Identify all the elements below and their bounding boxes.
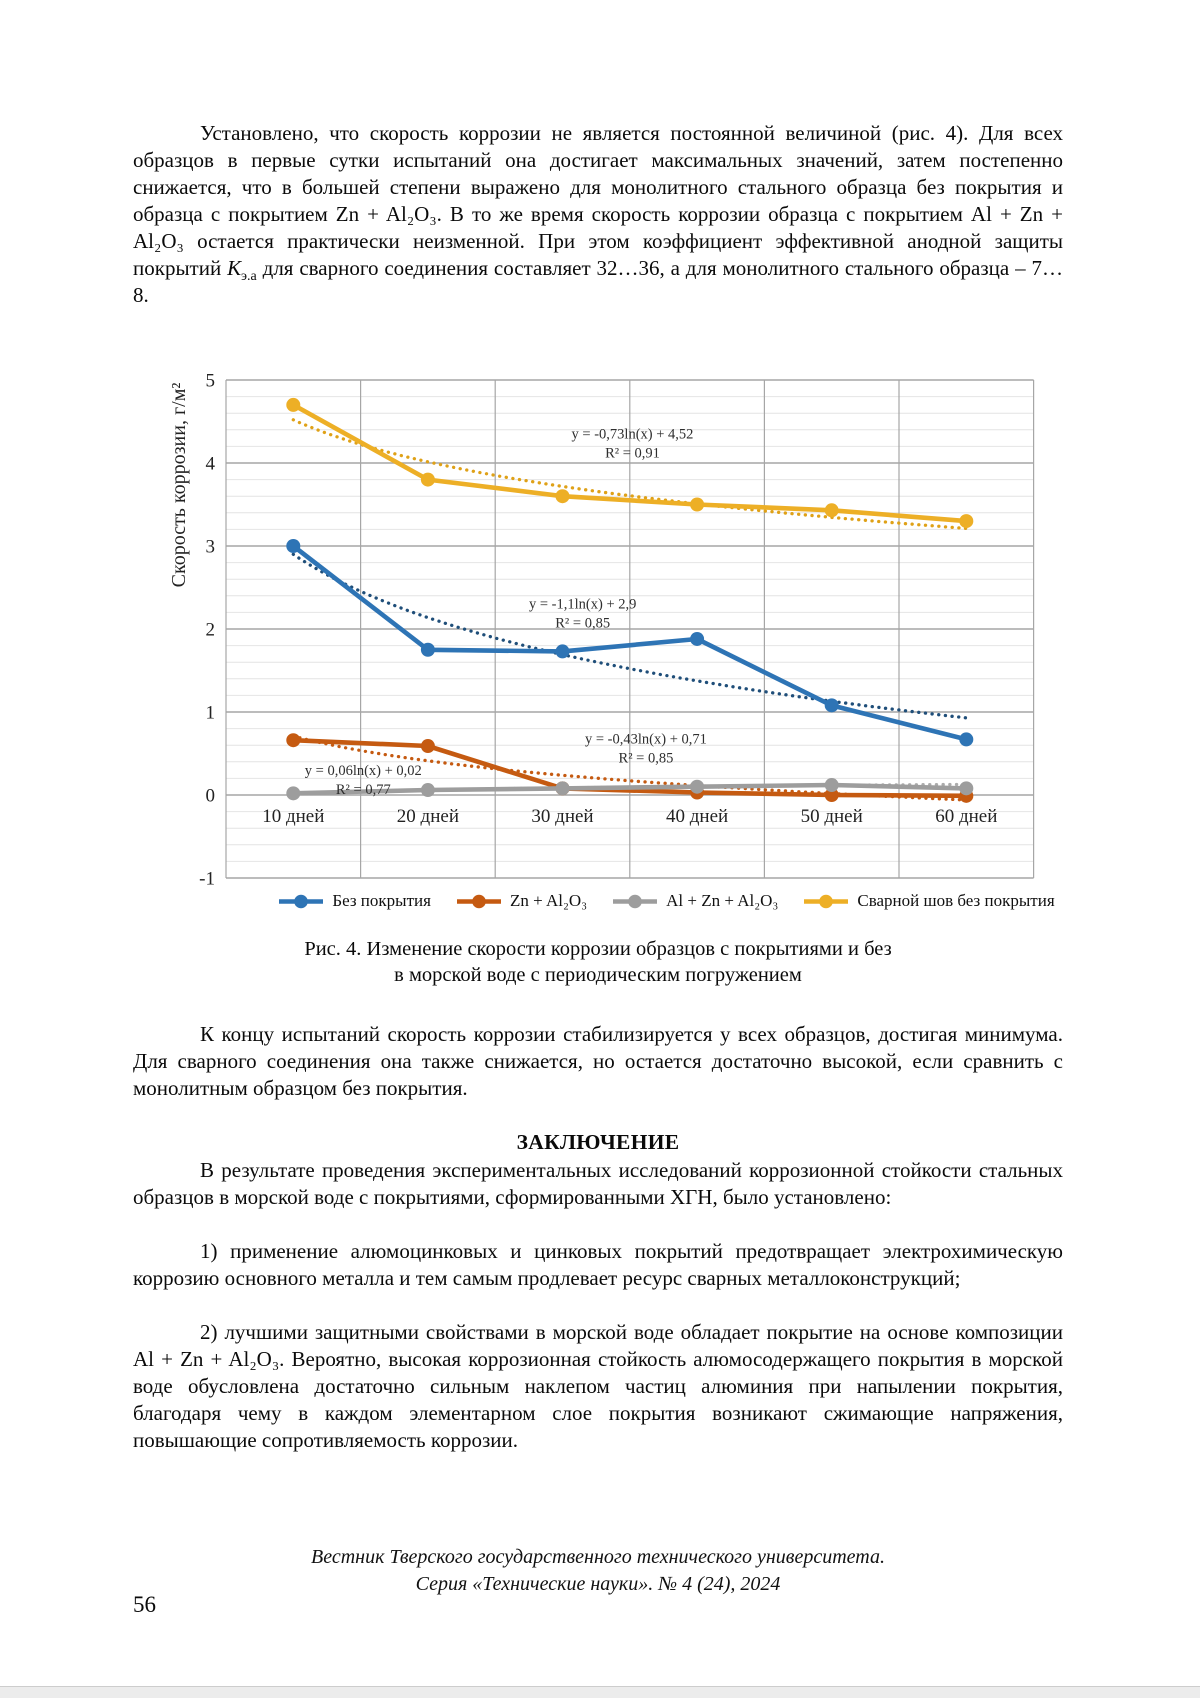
coefficient-subscript: э.а (241, 269, 257, 285)
conclusion-item-1: 1) применение алюмоцинковых и цинковых п… (133, 1239, 1063, 1290)
trendline-r-squared: R² = 0,85 (619, 751, 674, 767)
data-point (824, 503, 839, 518)
series-line (291, 737, 969, 799)
page-number: 56 (133, 1592, 156, 1617)
data-point (286, 539, 301, 553)
data-point (959, 781, 974, 796)
page-bottom-edge (0, 1686, 1200, 1698)
legend-label: Без покрытия (332, 891, 431, 910)
data-point (555, 644, 570, 659)
coefficient-symbol: К (227, 256, 242, 280)
legend-label: Zn + Al₂O₃ (509, 891, 588, 910)
data-point (555, 781, 570, 796)
y-axis-tick-label: 1 (206, 703, 216, 724)
figure-4: y = -1,1ln(x) + 2,9 R² = 0,85 y = -0,43ln(… (145, 345, 1055, 911)
series-line (291, 402, 969, 524)
data-point (555, 489, 570, 504)
data-point (420, 783, 435, 798)
series-line (291, 782, 969, 796)
data-point (690, 631, 705, 646)
data-point (286, 397, 301, 412)
legend-item: Al + Zn + Al₂O₃ (613, 891, 778, 911)
paragraph-intro-text-b: для сварного соединения составляет 32…36… (133, 256, 1063, 307)
legend-item: Zn + Al₂O₃ (456, 891, 588, 911)
data-point (690, 779, 705, 794)
legend-item: Без покрытия (279, 891, 431, 911)
conclusion-item-2: 2) лучшими защитными свойствами в морско… (133, 1320, 1063, 1452)
trendline-equation: y = -1,1ln(x) + 2,9 (529, 596, 636, 612)
journal-footer: Вестник Тверского государственного техни… (133, 1544, 1063, 1598)
journal-footer-line2: Серия «Технические науки». № 4 (24), 202… (415, 1573, 781, 1595)
figure-caption-line1: Рис. 4. Изменение скорости коррозии обра… (304, 938, 892, 960)
figure-caption-line2: в морской воде с периодическим погружени… (394, 964, 802, 986)
data-point (420, 642, 435, 657)
legend-label: Сварной шов без покрытия (857, 891, 1055, 910)
x-axis-category-label: 20 дней (397, 806, 459, 827)
paragraph-intro-text-a: Установлено, что скорость коррозии не яв… (133, 121, 1063, 280)
figure-caption: Рис. 4. Изменение скорости коррозии обра… (133, 936, 1063, 988)
x-axis-category-label: 40 дней (666, 806, 728, 827)
x-axis-category-label: 60 дней (935, 806, 997, 827)
trendline-r-squared: R² = 0,91 (605, 445, 660, 461)
trendline-r-squared: R² = 0,85 (555, 615, 610, 631)
paragraph-intro: Установлено, что скорость коррозии не яв… (133, 120, 1063, 309)
x-axis-category-label: 50 дней (801, 806, 863, 827)
data-point (959, 732, 974, 747)
trendline-equation: y = -0,43ln(x) + 0,71 (585, 732, 707, 748)
trendline-r-squared: R² = 0,77 (336, 782, 391, 798)
trendline-equation: y = 0,06ln(x) + 0,02 (305, 763, 422, 779)
trendline (291, 734, 968, 802)
legend-marker-icon (279, 894, 324, 908)
data-point (286, 786, 301, 801)
data-point (286, 733, 301, 748)
paragraph-discussion: К концу испытаний скорость коррозии стаб… (133, 1022, 1063, 1100)
y-axis-tick-label: 4 (206, 454, 216, 475)
corrosion-chart-svg: y = -1,1ln(x) + 2,9 R² = 0,85 y = -0,43ln(… (168, 371, 1035, 886)
data-point (824, 788, 839, 802)
data-point (824, 778, 839, 793)
y-axis-tick-label: 2 (206, 620, 216, 641)
x-axis-category-label: 10 дней (262, 806, 324, 827)
data-point (420, 739, 435, 754)
data-point (824, 698, 839, 713)
x-axis-category-label: 30 дней (531, 806, 593, 827)
data-point (690, 497, 705, 512)
journal-footer-line1: Вестник Тверского государственного техни… (311, 1546, 885, 1568)
y-axis-tick-label: 0 (206, 786, 216, 807)
y-axis-tick-label: 3 (206, 537, 216, 558)
conclusion-heading: ЗАКЛЮЧЕНИЕ (516, 1130, 680, 1154)
y-axis-title: Скорость коррозии, г/м² (168, 383, 190, 588)
legend-label: Al + Zn + Al₂O₃ (666, 891, 779, 910)
data-point (959, 514, 974, 529)
chart-legend: Без покрытия Zn + Al₂O₃ Al + Zn + Al₂O₃ Сва… (217, 891, 1117, 911)
legend-marker-icon (456, 894, 501, 908)
data-point (420, 472, 435, 487)
trendline-equation: y = -0,73ln(x) + 4,52 (572, 426, 694, 442)
y-axis-tick-label: 5 (206, 371, 216, 392)
legend-marker-icon (804, 894, 849, 908)
legend-item: Сварной шов без покрытия (804, 891, 1055, 911)
legend-marker-icon (613, 894, 658, 908)
series-line (291, 543, 969, 742)
y-axis-tick-label: -1 (199, 869, 215, 886)
paragraph-conclusion-intro: В результате проведения экспериментальны… (133, 1158, 1063, 1209)
